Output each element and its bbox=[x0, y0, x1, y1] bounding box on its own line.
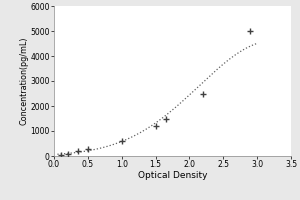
X-axis label: Optical Density: Optical Density bbox=[138, 171, 207, 180]
Y-axis label: Concentration(pg/mL): Concentration(pg/mL) bbox=[20, 37, 29, 125]
